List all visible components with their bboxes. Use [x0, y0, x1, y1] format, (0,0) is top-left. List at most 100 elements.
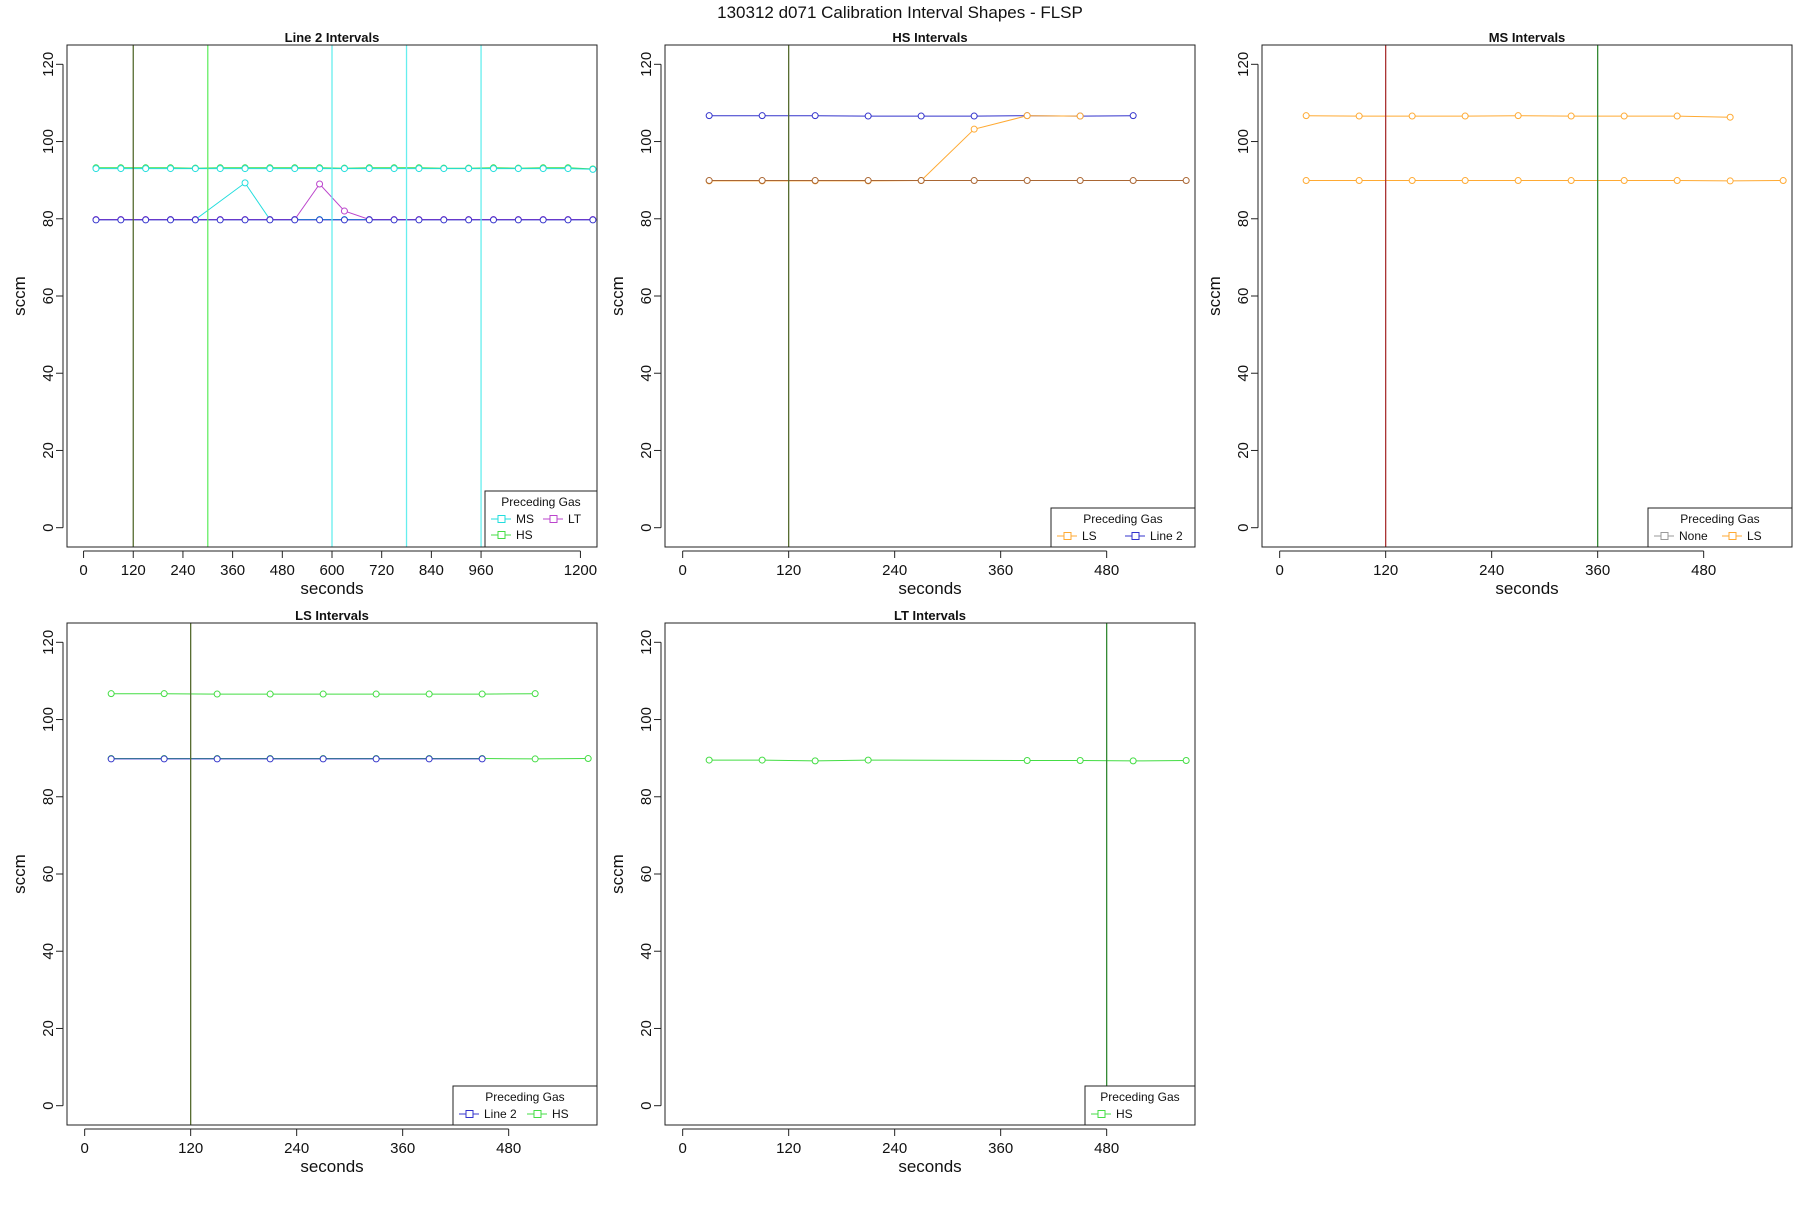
x-tick-label: 600: [319, 562, 344, 579]
data-point: [373, 756, 379, 762]
data-point: [865, 178, 871, 184]
y-tick-label: 120: [638, 52, 655, 77]
data-point: [812, 758, 818, 764]
data-point: [1356, 113, 1362, 119]
data-point: [540, 166, 546, 172]
data-point: [416, 166, 422, 172]
plot-area: [1303, 45, 1786, 547]
data-point: [441, 217, 447, 223]
data-point: [214, 756, 220, 762]
legend-label: LS: [1747, 529, 1762, 543]
x-axis-label: seconds: [898, 579, 961, 598]
data-point: [192, 217, 198, 223]
data-point: [1727, 178, 1733, 184]
data-point: [317, 217, 323, 223]
data-point: [532, 756, 538, 762]
legend-title: Preceding Gas: [501, 495, 580, 509]
legend-label: Line 2: [484, 1107, 517, 1121]
data-point: [565, 217, 571, 223]
legend-swatch-marker: [1098, 1111, 1105, 1118]
data-point: [416, 217, 422, 223]
data-point: [168, 217, 174, 223]
data-point: [1183, 757, 1189, 763]
x-tick-label: 120: [1373, 562, 1398, 579]
data-point: [341, 166, 347, 172]
x-axis-label: seconds: [1495, 579, 1558, 598]
data-point: [320, 691, 326, 697]
y-tick-label: 80: [40, 210, 57, 227]
legend: Preceding Gas None LS: [1648, 508, 1792, 547]
data-point: [918, 113, 924, 119]
data-point: [759, 757, 765, 763]
x-tick-label: 720: [369, 562, 394, 579]
y-tick-label: 40: [40, 365, 57, 382]
data-point: [1303, 113, 1309, 119]
data-point: [93, 166, 99, 172]
legend-label: HS: [552, 1107, 569, 1121]
plot-area: [706, 623, 1189, 1125]
x-tick-label: 480: [270, 562, 295, 579]
x-tick-label: 360: [390, 1140, 415, 1157]
legend-title: Preceding Gas: [485, 1090, 564, 1104]
data-point: [479, 691, 485, 697]
legend-swatch-marker: [1661, 533, 1668, 540]
y-tick-label: 80: [40, 788, 57, 805]
data-point: [812, 113, 818, 119]
data-point: [317, 166, 323, 172]
data-point: [242, 166, 248, 172]
x-tick-label: 480: [496, 1140, 521, 1157]
legend-label: HS: [516, 528, 533, 542]
data-point: [1024, 178, 1030, 184]
data-point: [267, 691, 273, 697]
data-point: [1356, 178, 1362, 184]
y-tick-label: 100: [638, 707, 655, 732]
data-point: [242, 217, 248, 223]
panel-title: MS Intervals: [1489, 30, 1566, 45]
legend-swatch-marker: [534, 1111, 541, 1118]
data-point: [1674, 113, 1680, 119]
data-point: [93, 217, 99, 223]
y-tick-label: 120: [638, 630, 655, 655]
data-point: [1674, 178, 1680, 184]
data-point: [1409, 113, 1415, 119]
data-point: [1621, 113, 1627, 119]
y-tick-label: 60: [1235, 288, 1252, 305]
y-tick-label: 40: [638, 365, 655, 382]
y-tick-label: 120: [40, 630, 57, 655]
legend-label: None: [1679, 529, 1708, 543]
x-tick-label: 360: [988, 562, 1013, 579]
data-point: [118, 166, 124, 172]
y-axis-label: sccm: [608, 276, 627, 316]
data-point: [565, 166, 571, 172]
data-point: [1130, 113, 1136, 119]
data-point: [1568, 113, 1574, 119]
y-tick-label: 40: [638, 943, 655, 960]
legend-label: MS: [516, 512, 534, 526]
x-tick-label: 240: [284, 1140, 309, 1157]
data-point: [341, 217, 347, 223]
data-point: [192, 166, 198, 172]
panel-title: Line 2 Intervals: [285, 30, 380, 45]
data-point: [1024, 757, 1030, 763]
data-point: [108, 691, 114, 697]
x-tick-label: 120: [776, 562, 801, 579]
data-point: [143, 217, 149, 223]
data-point: [441, 166, 447, 172]
data-point: [1780, 178, 1786, 184]
data-point: [1024, 113, 1030, 119]
y-tick-label: 80: [1235, 210, 1252, 227]
data-point: [426, 691, 432, 697]
panel-title: LT Intervals: [894, 608, 966, 623]
x-tick-label: 240: [882, 1140, 907, 1157]
legend-title: Preceding Gas: [1680, 512, 1759, 526]
data-point: [515, 166, 521, 172]
y-tick-label: 100: [1235, 129, 1252, 154]
legend-swatch-marker: [498, 532, 505, 539]
data-point: [812, 178, 818, 184]
